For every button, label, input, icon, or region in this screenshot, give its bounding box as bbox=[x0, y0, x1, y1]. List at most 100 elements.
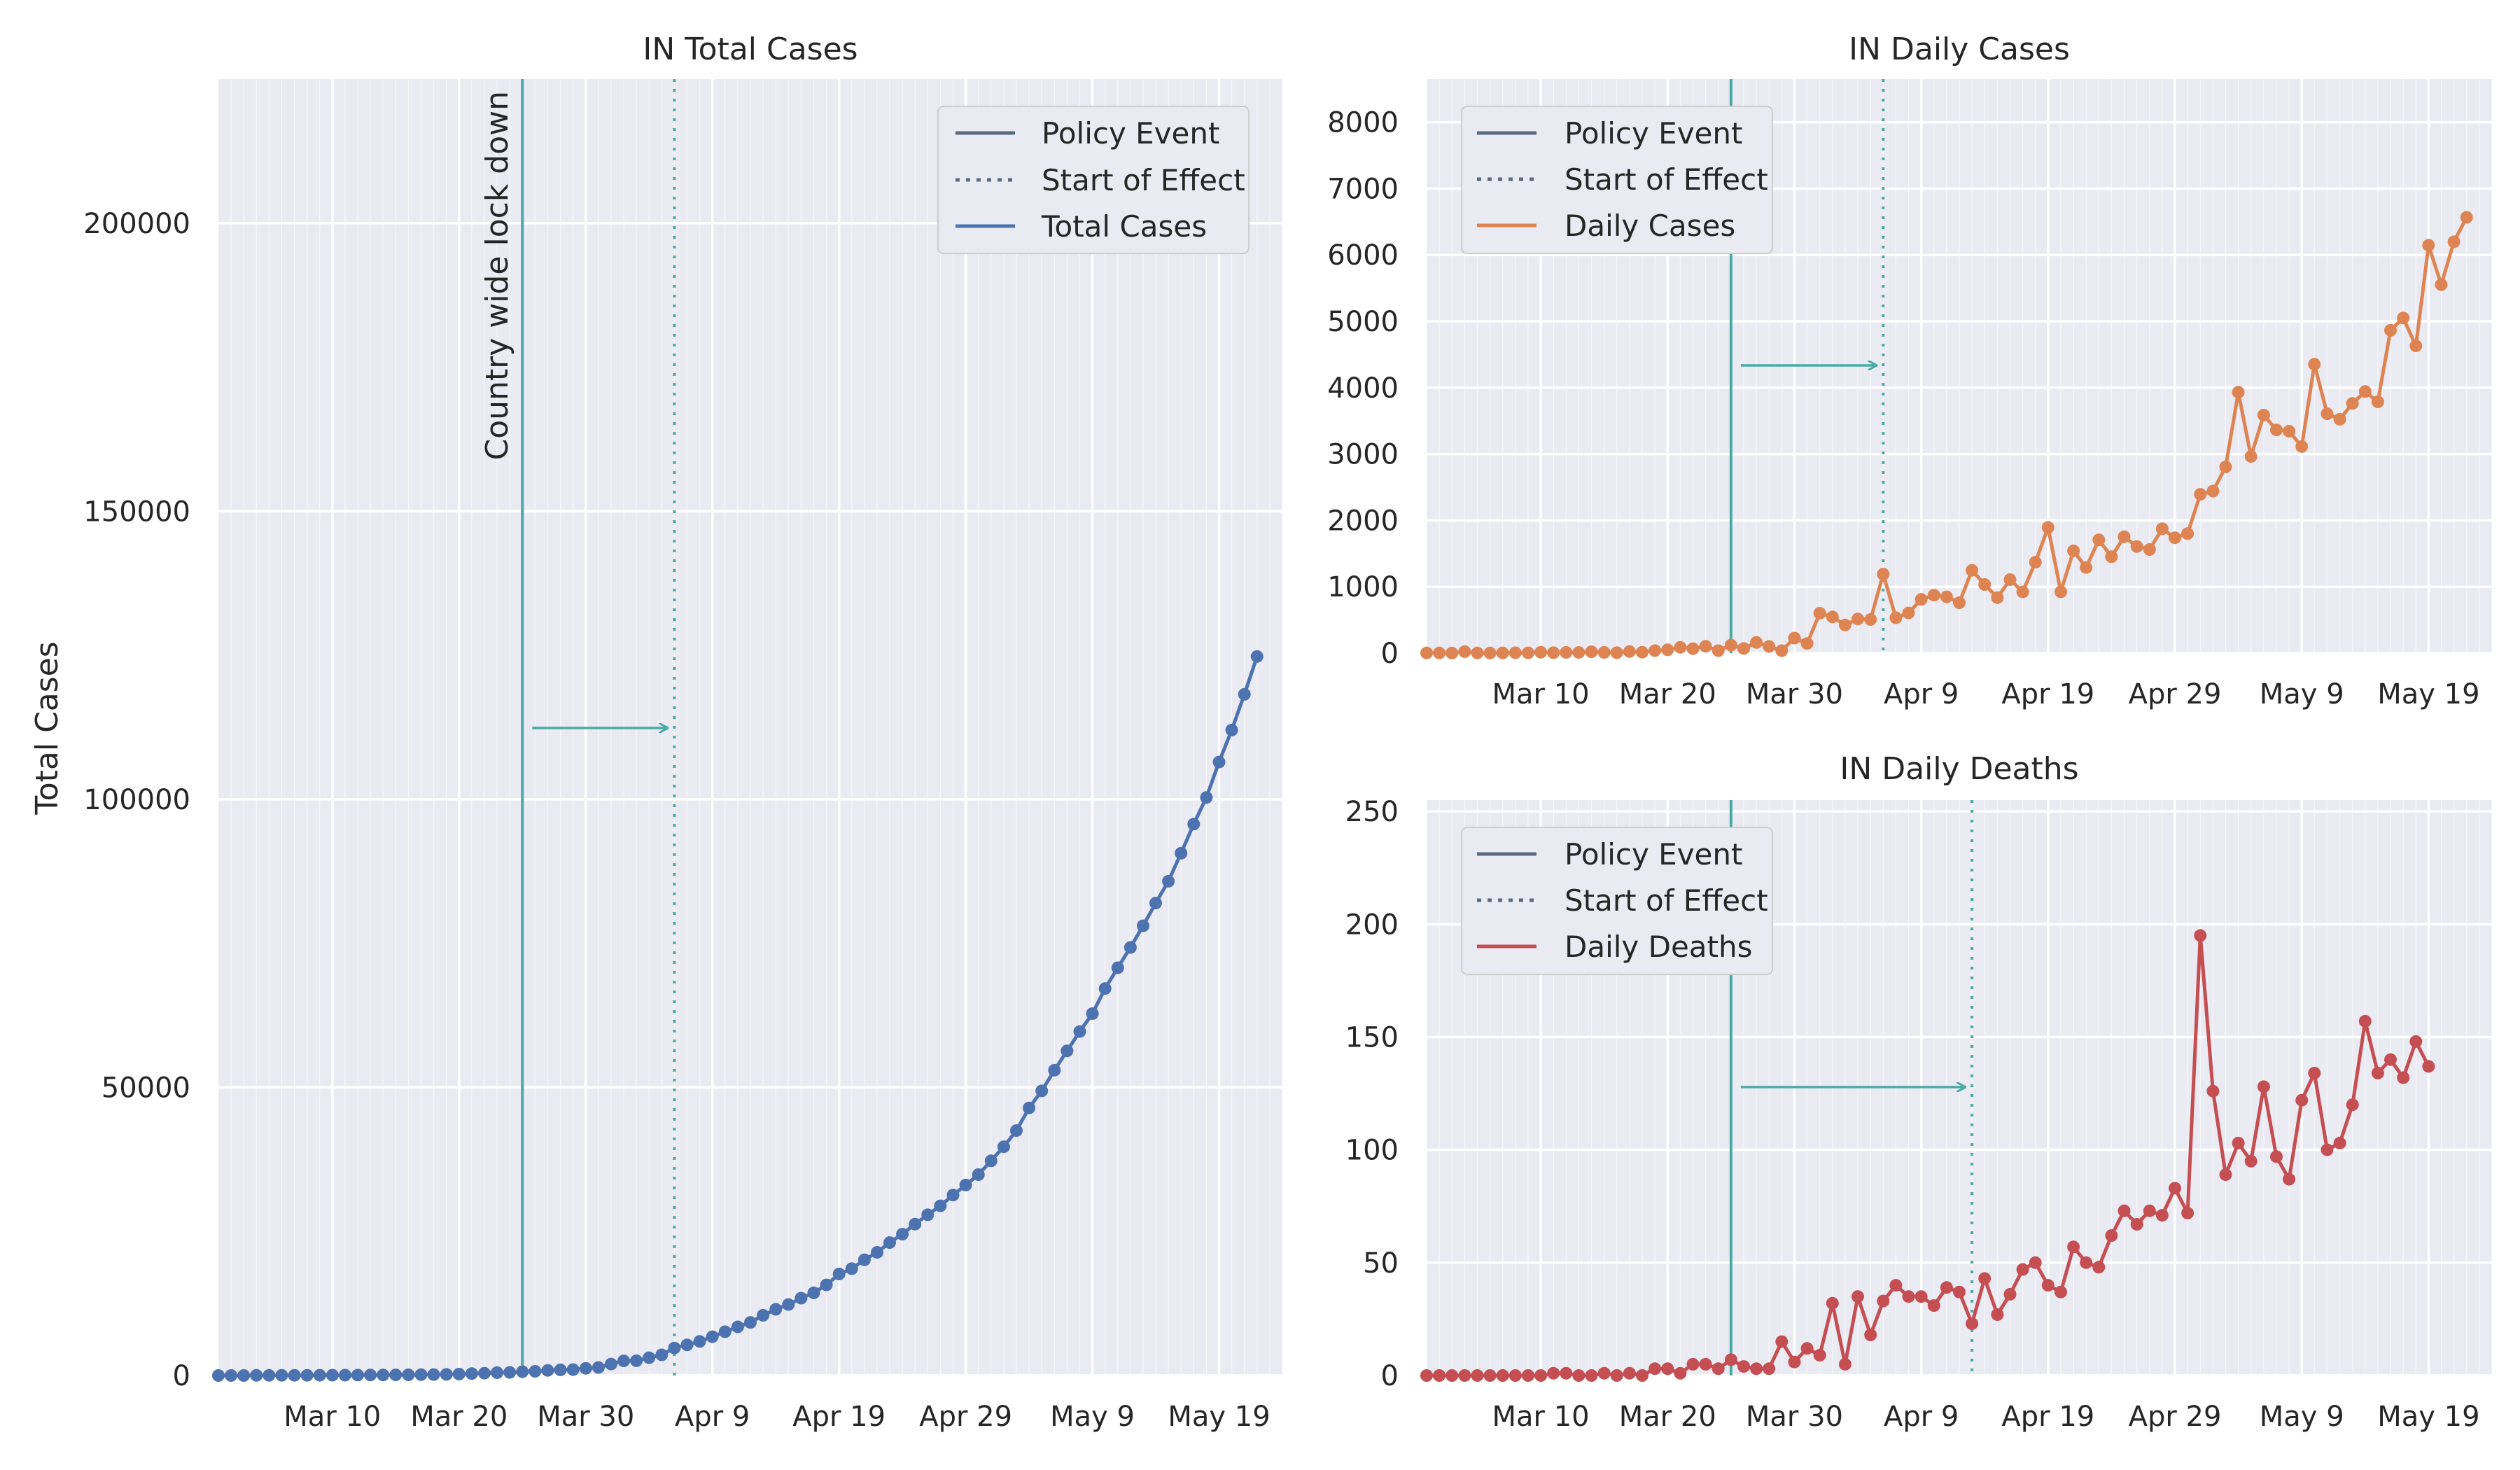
data-point bbox=[2320, 1143, 2334, 1156]
data-point bbox=[782, 1298, 795, 1311]
legend-box-daily bbox=[1461, 106, 1773, 254]
data-point bbox=[1914, 593, 1928, 606]
data-point bbox=[1636, 1369, 1648, 1382]
y-tick-label: 250 bbox=[1345, 796, 1399, 828]
data-point bbox=[605, 1357, 617, 1371]
data-point bbox=[2003, 1288, 2017, 1301]
data-point bbox=[2041, 521, 2054, 534]
data-point bbox=[2130, 1218, 2143, 1231]
data-point bbox=[1775, 1335, 1788, 1348]
data-point bbox=[693, 1335, 706, 1348]
data-point bbox=[2270, 424, 2283, 437]
data-point bbox=[1420, 646, 1433, 659]
data-point bbox=[237, 1369, 251, 1382]
data-point bbox=[2358, 1014, 2372, 1028]
data-point bbox=[1111, 961, 1124, 974]
data-point bbox=[2358, 385, 2372, 398]
x-tick-label: May 9 bbox=[2260, 678, 2344, 710]
data-point bbox=[1940, 1281, 1953, 1294]
y-tick-label: 150 bbox=[1345, 1021, 1399, 1054]
data-point bbox=[2041, 1279, 2054, 1292]
data-point bbox=[2092, 533, 2106, 547]
data-point bbox=[2130, 540, 2143, 553]
data-point bbox=[2155, 1209, 2169, 1222]
y-tick-label: 0 bbox=[1381, 1360, 1399, 1392]
y-tick-label: 150000 bbox=[83, 496, 190, 528]
data-point bbox=[478, 1366, 491, 1380]
data-point bbox=[1433, 1369, 1446, 1382]
data-point bbox=[1902, 606, 1915, 620]
data-point bbox=[1483, 646, 1497, 659]
legend-policy-label: Policy Event bbox=[1564, 116, 1742, 150]
y-tick-label: 100 bbox=[1345, 1135, 1399, 1167]
y-tick-label: 0 bbox=[173, 1360, 190, 1392]
data-point bbox=[2333, 1137, 2346, 1149]
data-point bbox=[1623, 1366, 1636, 1380]
data-point bbox=[300, 1368, 314, 1382]
data-point bbox=[1927, 589, 1940, 602]
data-point bbox=[972, 1168, 985, 1181]
y-tick-label: 7000 bbox=[1327, 173, 1399, 205]
series-total-cases bbox=[212, 79, 1264, 1382]
chart-title-total: IN Total Cases bbox=[643, 31, 858, 67]
data-point bbox=[326, 1368, 339, 1382]
data-point bbox=[1699, 640, 1712, 653]
data-point bbox=[377, 1368, 390, 1382]
data-point bbox=[1610, 646, 1623, 659]
data-point bbox=[617, 1354, 630, 1368]
chart-daily-cases: Mar 10 Mar 20 Mar 30 Apr 9 Apr 19 Apr 29 May 9… bbox=[1327, 31, 2493, 710]
x-tick-label: Mar 30 bbox=[537, 1401, 634, 1433]
data-point bbox=[1737, 1360, 1750, 1373]
data-point bbox=[1978, 578, 1991, 591]
data-point bbox=[1073, 1025, 1086, 1038]
data-point bbox=[2219, 1168, 2232, 1182]
y-tick-label: 6000 bbox=[1327, 239, 1399, 272]
data-point bbox=[2371, 396, 2384, 408]
data-point bbox=[516, 1365, 529, 1378]
legend-policy-label: Policy Event bbox=[1564, 837, 1742, 872]
data-point bbox=[1496, 1369, 1509, 1382]
data-point bbox=[2016, 1263, 2029, 1276]
chart-title-daily: IN Daily Cases bbox=[1849, 31, 2070, 67]
data-point bbox=[288, 1368, 301, 1382]
data-point bbox=[718, 1325, 732, 1338]
data-point bbox=[1724, 1353, 1737, 1366]
data-point bbox=[212, 1369, 225, 1382]
data-point bbox=[1775, 644, 1788, 657]
y-tick-label: 50 bbox=[1363, 1247, 1399, 1280]
data-point bbox=[883, 1236, 896, 1250]
data-point bbox=[503, 1366, 517, 1379]
data-point bbox=[1966, 564, 1979, 577]
data-point bbox=[2283, 425, 2296, 438]
x-tick-label: Apr 9 bbox=[675, 1401, 750, 1433]
data-point bbox=[1877, 1294, 1890, 1308]
data-point bbox=[1010, 1124, 1023, 1138]
data-point bbox=[909, 1217, 922, 1231]
data-point bbox=[1086, 1007, 1099, 1020]
y-tick-label: 3000 bbox=[1327, 439, 1399, 471]
data-point bbox=[794, 1292, 808, 1305]
data-point bbox=[630, 1354, 643, 1367]
series-daily-cases bbox=[1420, 79, 2473, 659]
y-tick-label: 100000 bbox=[83, 784, 190, 816]
data-point bbox=[1712, 644, 1725, 657]
data-point bbox=[1636, 645, 1648, 659]
data-point bbox=[2270, 1150, 2283, 1163]
data-point bbox=[528, 1365, 542, 1378]
data-point bbox=[1496, 646, 1509, 659]
x-tick-label: Mar 10 bbox=[284, 1401, 381, 1433]
x-tick-label: Mar 10 bbox=[1492, 678, 1590, 710]
x-tick-label: Apr 19 bbox=[2001, 678, 2094, 710]
data-point bbox=[1508, 1369, 1522, 1382]
data-point bbox=[1966, 1317, 1979, 1330]
data-point bbox=[1686, 642, 1700, 655]
data-point bbox=[1940, 590, 1953, 603]
data-point bbox=[2435, 278, 2448, 291]
data-point bbox=[1661, 643, 1674, 657]
data-point bbox=[1585, 645, 1598, 659]
data-point bbox=[1137, 919, 1149, 932]
data-point bbox=[2016, 585, 2029, 598]
data-point bbox=[2232, 386, 2245, 399]
data-point bbox=[757, 1309, 770, 1322]
data-point bbox=[1572, 646, 1586, 659]
